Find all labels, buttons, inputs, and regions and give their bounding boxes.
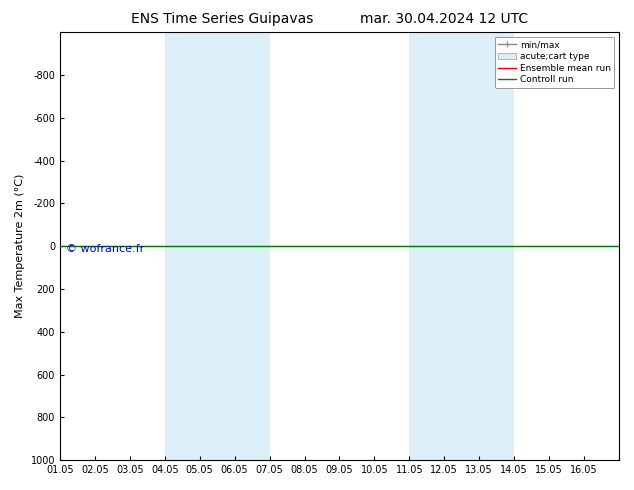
Text: © wofrance.fr: © wofrance.fr	[65, 244, 144, 254]
Text: ENS Time Series Guipavas: ENS Time Series Guipavas	[131, 12, 313, 26]
Legend: min/max, acute;cart type, Ensemble mean run, Controll run: min/max, acute;cart type, Ensemble mean …	[495, 37, 614, 88]
Text: mar. 30.04.2024 12 UTC: mar. 30.04.2024 12 UTC	[359, 12, 528, 26]
Y-axis label: Max Temperature 2m (°C): Max Temperature 2m (°C)	[15, 174, 25, 318]
Bar	[410, 32, 514, 460]
Bar	[165, 32, 269, 460]
